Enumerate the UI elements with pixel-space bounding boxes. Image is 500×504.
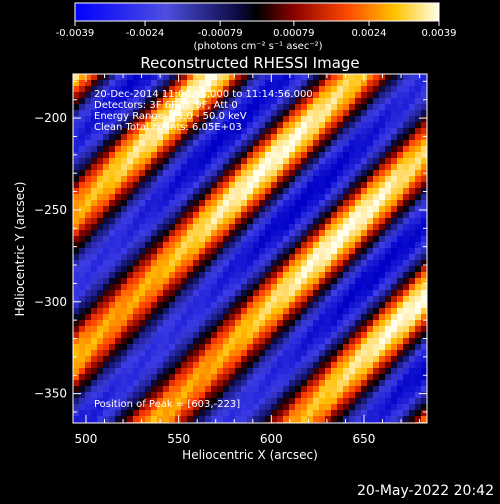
x-axis-label: Heliocentric X (arcsec) [182,448,318,462]
colorbar-tick-label: -0.0024 [126,28,165,39]
annotation-line: Clean Total counts: 6.05E+03 [94,122,242,133]
colorbar-tick-labels: -0.0039 -0.0024 -0.00079 0.00079 0.0024 0.003… [56,28,457,39]
annotation-line: Detectors: 3F 6F 7F 9F, Att 0 [94,100,238,111]
y-axis-label: Heliocentric Y (arcsec) [13,182,27,317]
y-tick-label: −300 [34,295,67,309]
colorbar-tick-label: -0.0039 [56,28,95,39]
plot-title: Reconstructed RHESSI Image [140,54,359,72]
colorbar-tick-label: 0.0039 [422,28,457,39]
colorbar-gradient [74,2,440,22]
footer-timestamp: 20-May-2022 20:42 [357,483,494,499]
x-tick-label: 550 [167,432,190,446]
colorbar-tick-label: 0.0024 [352,28,387,39]
colorbar: -0.0039 -0.0024 -0.00079 0.00079 0.0024 0.003… [56,2,457,52]
colorbar-tick-label: 0.00079 [273,28,314,39]
x-tick-label: 650 [353,432,376,446]
colorbar-tick-marks [74,21,440,26]
heatmap-fringes [73,74,427,423]
colorbar-tick-label: -0.00079 [198,28,243,39]
y-tick-label: −250 [34,203,67,217]
y-tick-label: −350 [34,387,67,401]
peak-position-label: Position of Peak = [603,-223] [94,399,240,410]
x-tick-label: 500 [75,432,98,446]
plot-frame [72,73,428,424]
x-axis: 500 550 600 650 [75,74,421,446]
x-tick-label: 600 [260,432,283,446]
image-area [73,74,427,423]
annotation-line: Energy Range: 25.0 - 50.0 keV [94,111,247,122]
y-tick-label: −200 [34,111,67,125]
annotation-line: 20-Dec-2014 11:08:56.000 to 11:14:56.000 [94,89,313,100]
colorbar-unit-label: (photons cm⁻² s⁻¹ asec⁻²) [193,41,322,52]
image-annotations: 20-Dec-2014 11:08:56.000 to 11:14:56.000… [94,89,313,133]
y-axis: −200 −250 −300 −350 [34,80,427,413]
